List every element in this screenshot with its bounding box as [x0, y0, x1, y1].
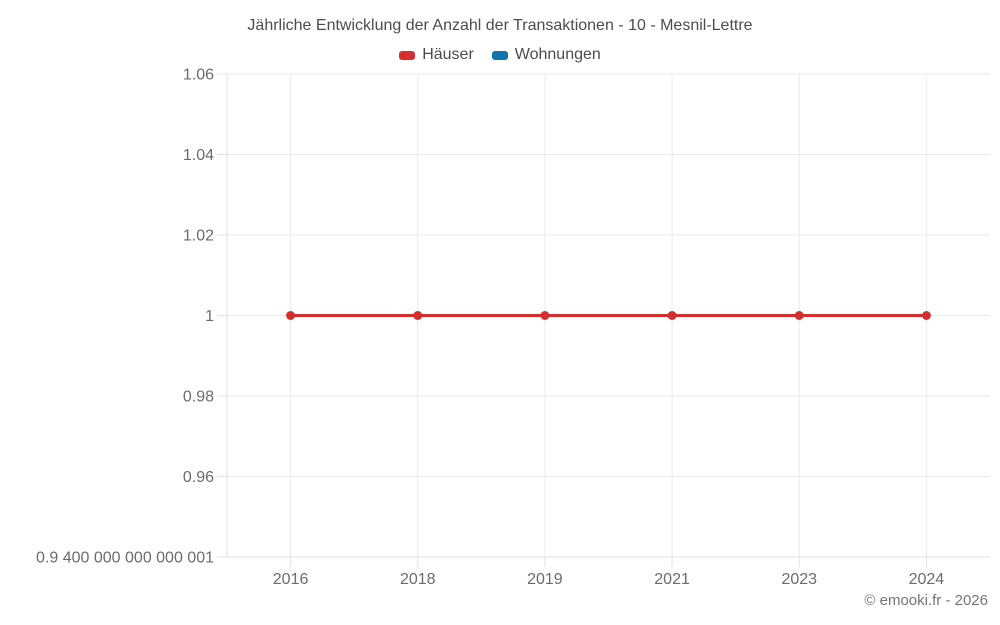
legend-swatch-icon	[491, 50, 508, 60]
legend-item-wohnungen[interactable]: Wohnungen	[491, 46, 601, 64]
legend: Häuser Wohnungen	[0, 46, 1000, 64]
y-tick-label: 0.96	[183, 469, 214, 486]
legend-swatch-icon	[399, 50, 416, 60]
y-tick-label: 1.04	[183, 147, 214, 164]
x-tick-label: 2018	[400, 571, 436, 588]
y-tick-label: 1	[205, 308, 214, 325]
y-tick-label: 0.98	[183, 389, 214, 406]
data-point-häuser-2018[interactable]	[413, 311, 423, 320]
x-tick-label: 2024	[909, 571, 945, 588]
data-point-häuser-2016[interactable]	[286, 311, 296, 320]
x-tick-label: 2019	[527, 571, 563, 588]
x-tick-label: 2016	[273, 571, 309, 588]
y-tick-label: 1.02	[183, 228, 214, 245]
y-tick-label: 1.06	[183, 67, 214, 84]
legend-label: Häuser	[422, 46, 474, 63]
x-tick-label: 2023	[781, 571, 817, 588]
data-point-häuser-2024[interactable]	[921, 311, 931, 320]
legend-item-häuser[interactable]: Häuser	[399, 46, 474, 64]
chart-title: Jährliche Entwicklung der Anzahl der Tra…	[247, 17, 753, 34]
attribution: © emooki.fr - 2026	[864, 592, 988, 609]
data-point-häuser-2023[interactable]	[794, 311, 804, 320]
x-tick-label: 2021	[654, 571, 690, 588]
data-point-häuser-2021[interactable]	[667, 311, 677, 320]
data-point-häuser-2019[interactable]	[540, 311, 550, 320]
legend-label: Wohnungen	[514, 46, 601, 63]
y-tick-label: 0.9 400 000 000 000 001	[36, 550, 214, 567]
